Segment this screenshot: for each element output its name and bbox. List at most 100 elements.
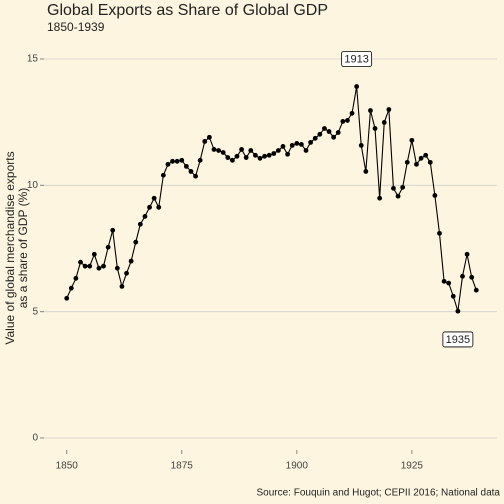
point <box>455 308 461 314</box>
y-tick-label: 10 <box>27 180 39 191</box>
point <box>464 251 470 257</box>
point <box>64 295 70 301</box>
point <box>87 263 93 269</box>
point <box>220 150 226 155</box>
point <box>234 153 240 159</box>
caption: Source: Fouquin and Hugot; CEPII 2016; N… <box>257 488 501 499</box>
point <box>363 169 369 174</box>
point <box>345 117 350 123</box>
x-tick-label: 1925 <box>401 461 424 472</box>
point <box>432 193 438 198</box>
point <box>193 173 198 179</box>
point <box>142 214 148 219</box>
y-axis-title: Value of global merchandise exports <box>3 151 17 344</box>
point <box>358 143 364 148</box>
x-tick-label: 1850 <box>56 461 79 472</box>
point <box>414 161 419 167</box>
point <box>216 148 221 153</box>
point <box>165 161 171 167</box>
point <box>423 152 429 158</box>
point <box>147 204 152 210</box>
point <box>299 142 304 147</box>
point <box>372 126 378 131</box>
point <box>308 139 314 145</box>
point <box>96 265 102 271</box>
point <box>266 152 272 158</box>
point <box>91 251 97 257</box>
point <box>354 84 360 89</box>
point <box>179 157 185 163</box>
point <box>151 195 157 201</box>
point <box>124 270 129 276</box>
point <box>188 169 194 174</box>
point <box>119 284 125 289</box>
point <box>317 131 323 137</box>
point <box>340 119 346 124</box>
annotation-box <box>442 331 474 348</box>
point <box>105 244 111 250</box>
point <box>335 130 341 135</box>
point <box>206 134 212 140</box>
point <box>377 195 383 201</box>
point <box>257 155 263 161</box>
point <box>409 137 415 143</box>
point <box>450 293 456 299</box>
line <box>66 86 477 312</box>
point <box>395 193 401 199</box>
point <box>243 155 249 160</box>
annotation-box <box>341 51 373 67</box>
point <box>469 274 475 280</box>
point <box>386 107 392 112</box>
x-tick-label: 1900 <box>286 461 309 472</box>
point <box>437 230 442 236</box>
point <box>294 140 300 146</box>
point <box>174 158 180 164</box>
point <box>285 151 291 157</box>
chart-subtitle: 1850-1939 <box>47 20 105 34</box>
y-tick-label: 5 <box>32 306 38 317</box>
point <box>303 148 309 153</box>
point <box>404 159 410 165</box>
point <box>276 148 281 153</box>
point <box>225 155 231 160</box>
point <box>271 151 277 156</box>
point <box>133 239 139 245</box>
point <box>160 172 166 178</box>
point <box>368 108 373 113</box>
point <box>252 152 258 158</box>
point <box>473 287 479 293</box>
point <box>202 138 208 144</box>
point <box>400 184 406 190</box>
point <box>170 158 175 164</box>
point <box>101 263 106 269</box>
point <box>229 157 235 163</box>
point <box>183 163 189 169</box>
point <box>137 221 143 227</box>
point <box>114 265 120 271</box>
point <box>391 185 396 191</box>
point <box>156 204 162 210</box>
x-tick-label: 1875 <box>171 461 194 472</box>
point <box>211 147 217 152</box>
y-axis-title: as a share of GDP (%) <box>16 188 30 309</box>
chart-title: Global Exports as Share of Global GDP <box>47 2 328 19</box>
point <box>78 259 83 265</box>
point <box>331 134 337 140</box>
point <box>349 110 355 116</box>
y-tick-label: 0 <box>32 433 38 444</box>
point <box>418 155 424 161</box>
point <box>460 273 465 279</box>
point <box>197 157 203 163</box>
point <box>326 129 332 134</box>
annotation: 1913 <box>344 53 368 65</box>
point <box>441 278 447 284</box>
point <box>128 258 134 264</box>
point <box>312 135 318 141</box>
point <box>427 159 433 165</box>
point <box>322 126 327 131</box>
point <box>381 120 387 125</box>
point <box>73 275 79 281</box>
point <box>248 148 254 153</box>
point <box>280 144 286 149</box>
